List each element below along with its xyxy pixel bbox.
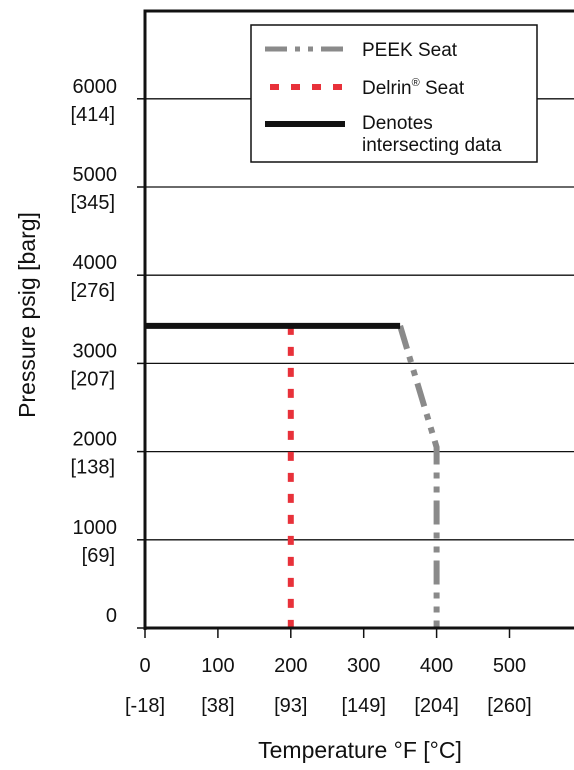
legend: PEEK Seat Delrin® Seat Denotes intersect… (250, 24, 538, 163)
legend-label-peek-seat: PEEK Seat (362, 40, 458, 61)
y-tick-label: 2000 (73, 429, 118, 451)
x-tick-sublabel: [38] (201, 695, 234, 717)
x-tick-sublabel: [260] (487, 695, 531, 717)
y-tick-sublabel: [276] (71, 280, 115, 302)
axes (143, 9, 574, 630)
legend-label-intersecting-line1: Denotes (362, 113, 433, 134)
y-tick-label: 1000 (73, 517, 118, 539)
y-tick-sublabel: [207] (71, 368, 115, 390)
x-tick-label: 500 (493, 655, 526, 677)
y-tick-label: 5000 (73, 164, 118, 186)
y-tick-label: 4000 (73, 252, 118, 274)
tick-layer: 01000[69]2000[138]3000[207]4000[276]5000… (71, 76, 532, 717)
legend-label-delrin-seat: Delrin® Seat (362, 77, 465, 99)
x-tick-label: 400 (420, 655, 453, 677)
x-tick-sublabel: [-18] (125, 695, 165, 717)
x-tick-sublabel: [149] (341, 695, 385, 717)
y-tick-sublabel: [69] (82, 545, 115, 567)
x-tick-sublabel: [204] (414, 695, 458, 717)
legend-label-intersecting-line2: intersecting data (362, 135, 502, 156)
x-tick-label: 200 (274, 655, 307, 677)
x-tick-sublabel: [93] (274, 695, 307, 717)
x-axis-title: Temperature °F [°C] (258, 737, 462, 763)
x-tick-label: 100 (201, 655, 234, 677)
y-axis-title: Pressure psig [barg] (14, 212, 40, 418)
y-tick-label: 0 (106, 605, 117, 627)
y-tick-sublabel: [138] (71, 457, 115, 479)
y-tick-label: 6000 (73, 76, 118, 98)
y-tick-label: 3000 (73, 340, 118, 362)
series-layer (145, 322, 440, 628)
grid-lines (146, 98, 574, 541)
y-tick-sublabel: [345] (71, 192, 115, 214)
x-tick-label: 300 (347, 655, 380, 677)
x-tick-label: 0 (139, 655, 150, 677)
y-tick-sublabel: [414] (71, 104, 115, 126)
series-line-peek-seat (397, 325, 440, 628)
